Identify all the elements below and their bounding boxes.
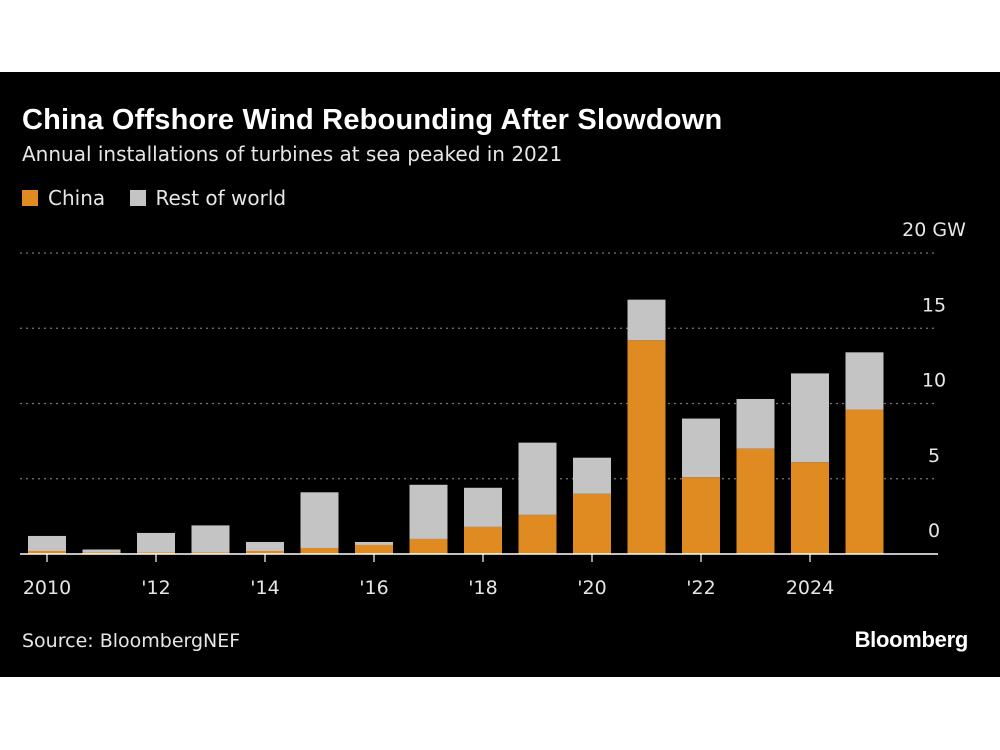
bar-rest-of-world xyxy=(464,487,502,527)
chart-title: China Offshore Wind Rebounding After Slo… xyxy=(22,104,723,136)
bar-china xyxy=(191,552,230,554)
x-tick-label: '14 xyxy=(250,577,279,599)
bar-rest-of-world xyxy=(28,535,66,551)
bar-rest-of-world xyxy=(409,484,448,539)
y-tick-label: 10 xyxy=(922,370,946,392)
bar-china xyxy=(682,477,720,554)
bar-china xyxy=(300,547,339,554)
y-tick-label: 5 xyxy=(928,445,940,467)
legend-item-rest-of-world: Rest of world xyxy=(129,186,287,210)
x-tick-label: 2010 xyxy=(23,577,71,599)
bar-china xyxy=(82,552,121,554)
bar-rest-of-world xyxy=(573,457,611,494)
bar-china xyxy=(627,340,666,554)
legend-item-china: China xyxy=(22,186,105,210)
bar-rest-of-world xyxy=(137,532,175,553)
bar-china xyxy=(246,550,284,554)
bar-rest-of-world xyxy=(246,541,284,551)
x-tick-label: '16 xyxy=(359,577,388,599)
bar-rest-of-world xyxy=(682,418,720,478)
bar-china xyxy=(28,550,66,554)
bar-rest-of-world xyxy=(518,442,557,515)
x-tick-label: '12 xyxy=(141,577,170,599)
source-note: Source: BloombergNEF xyxy=(22,630,241,652)
bar-rest-of-world xyxy=(300,492,339,548)
y-tick-label: 0 xyxy=(928,520,940,542)
chart-subtitle: Annual installations of turbines at sea … xyxy=(22,142,563,166)
legend-label-china: China xyxy=(48,186,106,210)
bar-rest-of-world xyxy=(82,549,121,553)
bar-china xyxy=(464,526,502,554)
bloomberg-logo: Bloomberg xyxy=(854,627,969,652)
bar-rest-of-world xyxy=(627,299,666,341)
legend-swatch-rest-of-world xyxy=(129,190,146,206)
x-tick-label: '20 xyxy=(577,577,606,599)
bar-rest-of-world xyxy=(736,398,775,449)
bar-china xyxy=(791,462,829,554)
y-tick-label: 15 xyxy=(922,294,946,316)
bar-rest-of-world xyxy=(355,541,393,545)
bar-china xyxy=(137,552,175,554)
x-tick-label: '22 xyxy=(686,577,715,599)
bar-rest-of-world xyxy=(791,373,829,463)
bar-rest-of-world xyxy=(845,352,884,410)
legend: China Rest of world xyxy=(22,186,304,211)
legend-label-rest-of-world: Rest of world xyxy=(155,186,287,210)
x-tick-label: '18 xyxy=(468,577,497,599)
x-tick-label: 2024 xyxy=(786,577,834,599)
bar-china xyxy=(409,538,448,554)
bar-chart: 0 5 10 15 20 GW 2010 '12 '14 '16 '18 '20 '22 2024 xyxy=(20,219,966,599)
bar-china xyxy=(573,493,611,554)
bar-china xyxy=(518,514,557,554)
bar-china xyxy=(355,544,393,554)
y-tick-label: 20 GW xyxy=(902,219,966,241)
legend-swatch-china xyxy=(22,190,38,206)
bar-china xyxy=(845,409,884,554)
chart-panel: China Offshore Wind Rebounding After Slo… xyxy=(0,72,1000,677)
bar-rest-of-world xyxy=(191,525,230,553)
bar-china xyxy=(736,448,775,554)
